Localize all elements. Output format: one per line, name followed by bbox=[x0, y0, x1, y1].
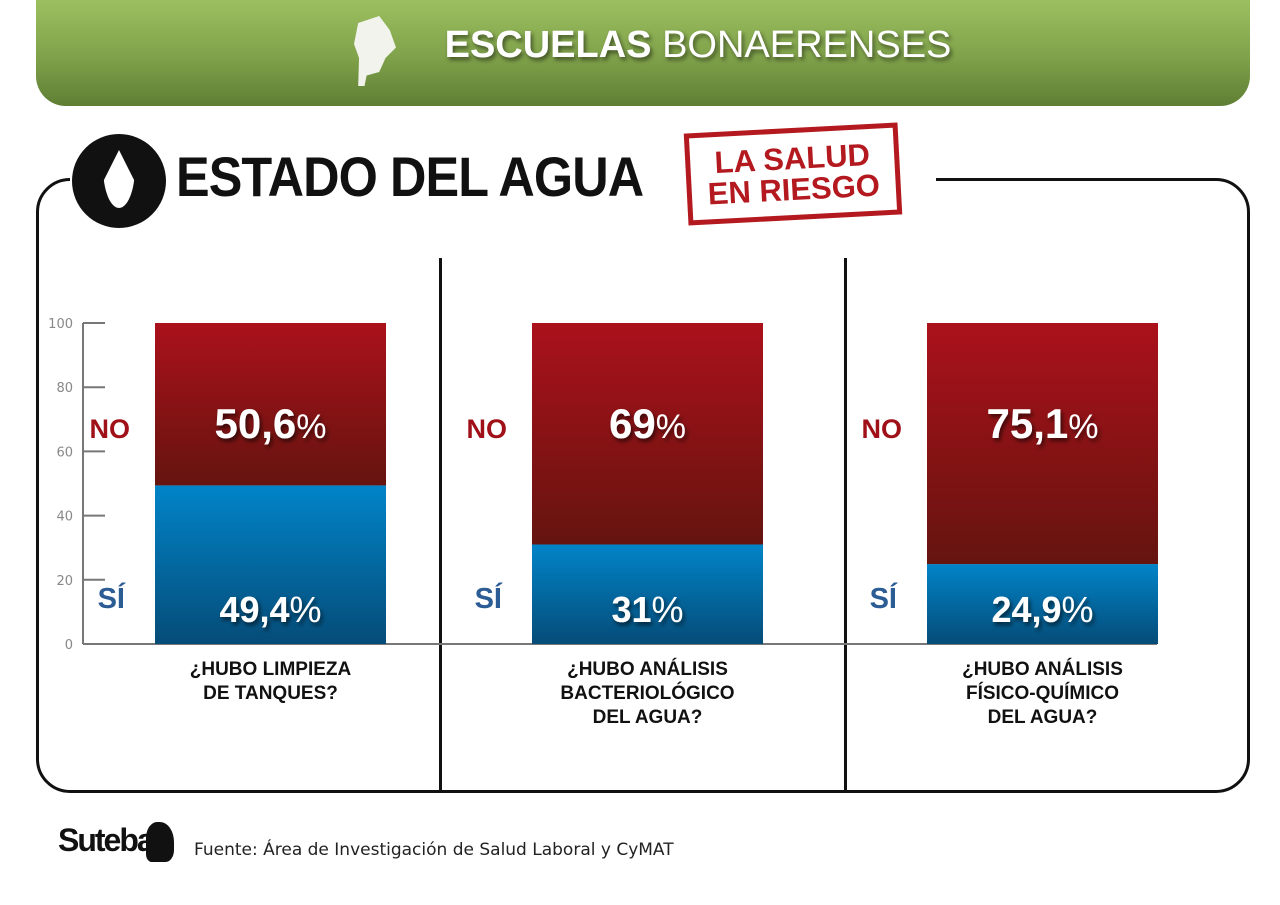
category-label: ¿HUBO ANÁLISIS FÍSICO-QUÍMICO DEL AGUA? bbox=[962, 659, 1123, 728]
value-label-no: 50,6% bbox=[215, 400, 327, 447]
page-title: ESTADO DEL AGUA bbox=[176, 145, 644, 208]
value-label-si: 31% bbox=[611, 589, 683, 630]
value-label-si: 49,4% bbox=[219, 589, 321, 630]
category-label: ¿HUBO ANÁLISIS BACTERIOLÓGICO DEL AGUA? bbox=[560, 659, 735, 728]
bar-si bbox=[155, 485, 386, 644]
water-drop-icon bbox=[72, 134, 166, 228]
source-note: Fuente: Área de Investigación de Salud L… bbox=[194, 840, 674, 860]
value-label-no: 69% bbox=[609, 400, 686, 447]
y-tick-label: 80 bbox=[56, 381, 73, 396]
series-label-si: SÍ bbox=[475, 581, 503, 615]
bar-si bbox=[927, 564, 1158, 644]
suteba-logo-mark bbox=[146, 822, 174, 862]
header-title: ESCUELAS BONAERENSES bbox=[444, 24, 952, 66]
value-label-no: 75,1% bbox=[987, 400, 1099, 447]
bar-no bbox=[155, 323, 386, 486]
y-tick-label: 20 bbox=[56, 574, 73, 589]
bar-si bbox=[532, 544, 763, 644]
suteba-logo: Suteba bbox=[58, 822, 155, 858]
bar-no bbox=[532, 323, 763, 545]
category-label: ¿HUBO LIMPIEZA DE TANQUES? bbox=[189, 659, 352, 704]
y-tick-label: 0 bbox=[65, 638, 73, 653]
y-tick-label: 40 bbox=[56, 510, 73, 525]
bar-no bbox=[927, 323, 1158, 565]
series-label-no: NO bbox=[90, 414, 131, 444]
y-tick-label: 100 bbox=[48, 317, 73, 332]
value-label-si: 24,9% bbox=[991, 589, 1093, 630]
divider bbox=[844, 258, 847, 793]
series-label-no: NO bbox=[467, 414, 508, 444]
series-label-no: NO bbox=[862, 414, 903, 444]
divider bbox=[439, 258, 442, 793]
header-banner: ESCUELAS BONAERENSES bbox=[36, 0, 1250, 106]
y-tick-label: 60 bbox=[56, 445, 73, 460]
series-label-si: SÍ bbox=[870, 581, 898, 615]
series-label-si: SÍ bbox=[98, 581, 126, 615]
